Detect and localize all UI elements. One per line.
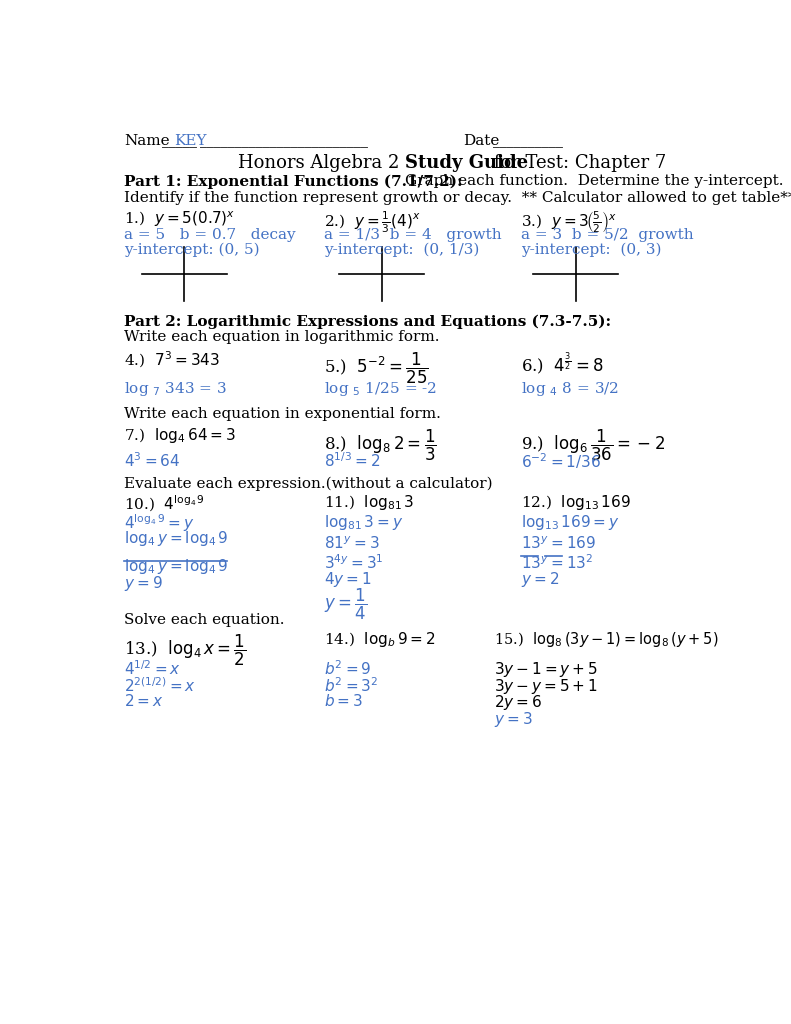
Text: $4^{\log_4 9} = y$: $4^{\log_4 9} = y$ [124, 512, 195, 535]
Text: log $_{4}$ 8 = 3/2: log $_{4}$ 8 = 3/2 [521, 380, 619, 398]
Text: Part 2: Logarithmic Expressions and Equations (7.3-7.5):: Part 2: Logarithmic Expressions and Equa… [124, 314, 611, 329]
Text: $b = 3$: $b = 3$ [324, 693, 362, 710]
Text: 2.)  $y = \frac{1}{3}(4)^x$: 2.) $y = \frac{1}{3}(4)^x$ [324, 209, 420, 234]
Text: Write each equation in logarithmic form.: Write each equation in logarithmic form. [124, 330, 440, 344]
Text: Identify if the function represent growth or decay.  ** Calculator allowed to ge: Identify if the function represent growt… [124, 191, 791, 206]
Text: Part 1: Exponential Functions (7.1/7.2):: Part 1: Exponential Functions (7.1/7.2): [124, 174, 463, 188]
Text: 8.)  $\log_8 2 = \dfrac{1}{3}$: 8.) $\log_8 2 = \dfrac{1}{3}$ [324, 428, 436, 463]
Text: 3.)  $y = 3\!\left(\frac{5}{2}\right)^x$: 3.) $y = 3\!\left(\frac{5}{2}\right)^x$ [521, 209, 617, 236]
Text: $\log_{13} 169 = y$: $\log_{13} 169 = y$ [521, 512, 620, 531]
Text: 7.)  $\log_4 64 = 3$: 7.) $\log_4 64 = 3$ [124, 426, 237, 445]
Text: __________: __________ [493, 134, 562, 147]
Text: Write each equation in exponential form.: Write each equation in exponential form. [124, 407, 441, 421]
Text: a = 5   b = 0.7   decay: a = 5 b = 0.7 decay [124, 227, 296, 242]
Text: $3^{4y} = 3^1$: $3^{4y} = 3^1$ [324, 553, 384, 572]
Text: $4^3 = 64$: $4^3 = 64$ [124, 452, 181, 470]
Text: $\log_4 y = \log_4 9$: $\log_4 y = \log_4 9$ [124, 528, 229, 548]
Text: y-intercept:  (0, 3): y-intercept: (0, 3) [521, 243, 662, 257]
Text: a = 1/3  b = 4   growth: a = 1/3 b = 4 growth [324, 227, 501, 242]
Text: 5.)  $5^{-2} = \dfrac{1}{25}$: 5.) $5^{-2} = \dfrac{1}{25}$ [324, 351, 429, 386]
Text: $\log_{81} 3 = y$: $\log_{81} 3 = y$ [324, 512, 403, 531]
Text: $2y = 6$: $2y = 6$ [494, 693, 543, 713]
Text: $y = 9$: $y = 9$ [124, 574, 163, 593]
Text: log $_{5}$ 1/25 = -2: log $_{5}$ 1/25 = -2 [324, 380, 437, 398]
Text: KEY: KEY [174, 134, 206, 147]
Text: 11.)  $\log_{81} 3$: 11.) $\log_{81} 3$ [324, 494, 414, 512]
Text: Date: Date [463, 134, 499, 147]
Text: log $_{7}$ 343 = 3: log $_{7}$ 343 = 3 [124, 380, 228, 398]
Text: $13^y = 169$: $13^y = 169$ [521, 536, 596, 552]
Text: _____: _____ [162, 134, 198, 147]
Text: Name: Name [124, 134, 170, 147]
Text: Evaluate each expression.(without a calculator): Evaluate each expression.(without a calc… [124, 476, 493, 490]
Text: 6.)  $4^{\frac{3}{2}} = 8$: 6.) $4^{\frac{3}{2}} = 8$ [521, 351, 604, 377]
Text: $b^2 = 3^2$: $b^2 = 3^2$ [324, 677, 378, 695]
Text: for Test: Chapter 7: for Test: Chapter 7 [488, 155, 667, 172]
Text: 15.)  $\log_8(3y-1) = \log_8(y+5)$: 15.) $\log_8(3y-1) = \log_8(y+5)$ [494, 631, 718, 649]
Text: Study Guide: Study Guide [405, 155, 528, 172]
Text: $\log_4 y = \log_4 9$: $\log_4 y = \log_4 9$ [124, 557, 229, 577]
Text: y-intercept: (0, 5): y-intercept: (0, 5) [124, 243, 260, 257]
Text: 10.)  $4^{\log_4 9}$: 10.) $4^{\log_4 9}$ [124, 494, 206, 514]
Text: $2^{2(1/2)} = x$: $2^{2(1/2)} = x$ [124, 677, 197, 695]
Text: 1.)  $y = 5(0.7)^x$: 1.) $y = 5(0.7)^x$ [124, 209, 236, 228]
Text: Honors Algebra 2: Honors Algebra 2 [238, 155, 405, 172]
Text: 13.)  $\log_4 x = \dfrac{1}{2}$: 13.) $\log_4 x = \dfrac{1}{2}$ [124, 633, 247, 668]
Text: $6^{-2} = 1/36$: $6^{-2} = 1/36$ [521, 452, 601, 471]
Text: $y = 3$: $y = 3$ [494, 710, 533, 729]
Text: $4^{1/2} = x$: $4^{1/2} = x$ [124, 659, 181, 678]
Text: $y = \dfrac{1}{4}$: $y = \dfrac{1}{4}$ [324, 587, 367, 622]
Text: $81^y = 3$: $81^y = 3$ [324, 536, 379, 552]
Text: ________________________: ________________________ [199, 134, 368, 147]
Text: $2 = x$: $2 = x$ [124, 693, 164, 710]
Text: $13^y = 13^2$: $13^y = 13^2$ [521, 553, 593, 572]
Text: y-intercept:  (0, 1/3): y-intercept: (0, 1/3) [324, 243, 479, 257]
Text: Graph each function.  Determine the y-intercept.: Graph each function. Determine the y-int… [405, 174, 784, 188]
Text: $b^2 = 9$: $b^2 = 9$ [324, 659, 371, 678]
Text: $3y - 1 = y + 5$: $3y - 1 = y + 5$ [494, 659, 598, 679]
Text: $3y - y = 5 + 1$: $3y - y = 5 + 1$ [494, 677, 598, 695]
Text: $y = 2$: $y = 2$ [521, 570, 559, 589]
Text: 14.)  $\log_b 9 = 2$: 14.) $\log_b 9 = 2$ [324, 631, 435, 649]
Text: a = 3  b = 5/2  growth: a = 3 b = 5/2 growth [521, 227, 694, 242]
Text: $4y = 1$: $4y = 1$ [324, 570, 371, 589]
Text: 4.)  $7^3 = 343$: 4.) $7^3 = 343$ [124, 349, 221, 370]
Text: $8^{1/3} = 2$: $8^{1/3} = 2$ [324, 452, 380, 470]
Text: 9.)  $\log_6 \dfrac{1}{36} = -2$: 9.) $\log_6 \dfrac{1}{36} = -2$ [521, 428, 665, 463]
Text: Solve each equation.: Solve each equation. [124, 612, 285, 627]
Text: 12.)  $\log_{13} 169$: 12.) $\log_{13} 169$ [521, 494, 631, 512]
